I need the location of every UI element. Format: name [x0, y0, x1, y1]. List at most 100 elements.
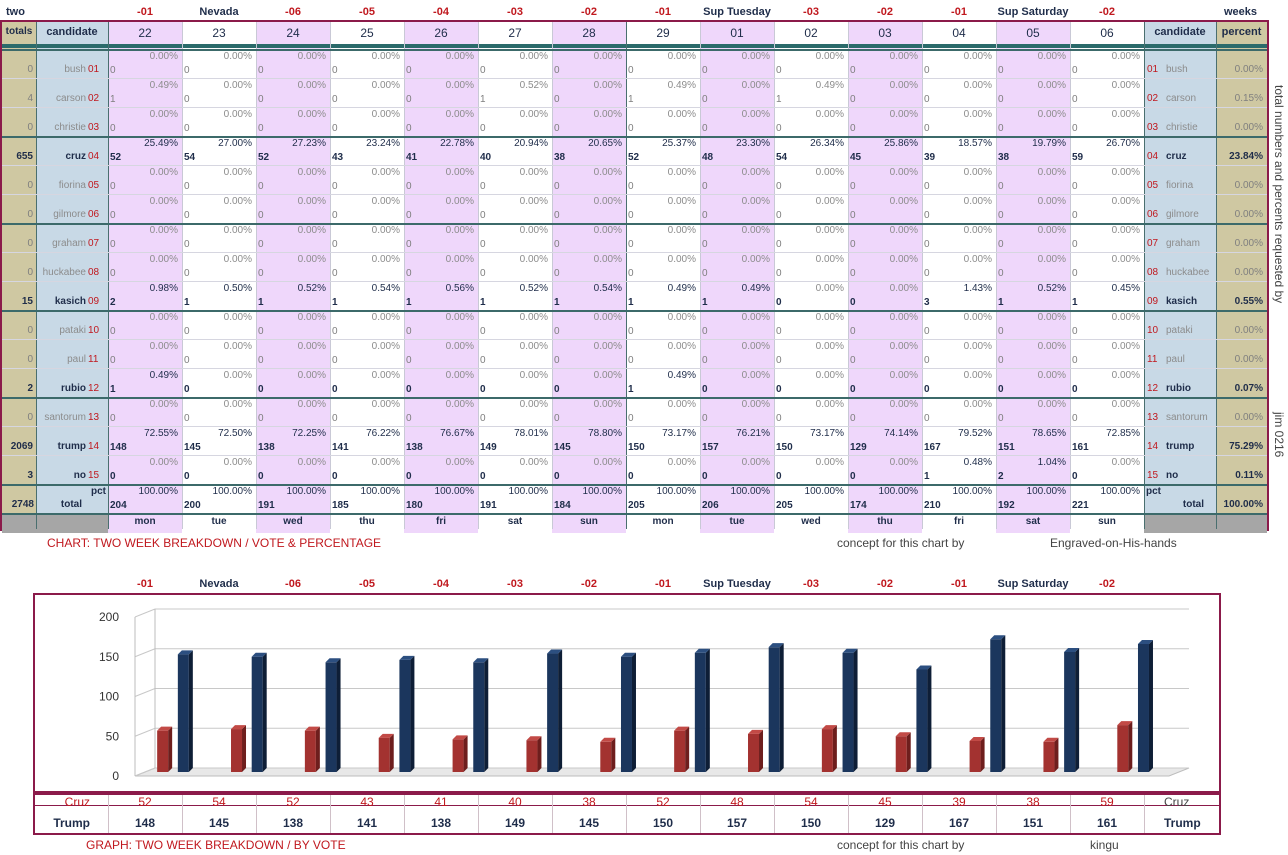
vote-count: 1	[628, 297, 634, 308]
vote-count: 0	[110, 355, 116, 366]
vote-percent: 0.00%	[815, 457, 844, 468]
trump-value: 157	[726, 816, 748, 830]
weekday-label: fri	[954, 516, 964, 527]
header-date: 22	[138, 26, 152, 40]
bar-cruz	[895, 736, 907, 772]
grid-hline	[2, 78, 1267, 79]
header-candidate: candidate	[46, 26, 98, 38]
vote-percent: 0.00%	[815, 167, 844, 178]
row-total: 2069	[10, 441, 33, 452]
vote-percent: 0.00%	[1111, 80, 1140, 91]
vote-count: 0	[258, 355, 264, 366]
chart-category-label: Sup Tuesday	[703, 578, 771, 590]
vote-count: 0	[110, 268, 116, 279]
vote-percent: 0.00%	[1037, 254, 1066, 265]
percent-column-bg	[1216, 22, 1267, 513]
vote-count: 0	[332, 326, 338, 337]
header-date: 01	[730, 26, 744, 40]
candidate-name: carson	[55, 93, 86, 104]
vote-count: 0	[406, 471, 412, 482]
vote-count: 0	[332, 355, 338, 366]
vote-percent: 0.00%	[1037, 399, 1066, 410]
vote-percent: 0.00%	[445, 225, 474, 236]
vote-count: 0	[554, 65, 560, 76]
value-table-vline	[700, 795, 701, 833]
row-total: 0	[27, 122, 33, 133]
bar-side	[980, 736, 985, 772]
vote-count: 0	[702, 210, 708, 221]
top-day-label: -04	[433, 6, 449, 18]
candidate-name-right: paul	[1166, 354, 1185, 365]
vote-percent: 0.00%	[593, 457, 622, 468]
vote-percent: 0.00%	[371, 167, 400, 178]
trump-value: 148	[134, 816, 156, 830]
grid-hline	[2, 107, 1267, 108]
vote-percent: 0.00%	[741, 196, 770, 207]
vote-count: 0	[776, 297, 782, 308]
vote-count: 0	[628, 268, 634, 279]
chart-category-label: -03	[803, 578, 819, 590]
vote-percent: 0.00%	[963, 51, 992, 62]
day-total: 184	[554, 500, 571, 511]
bar-side	[927, 665, 932, 772]
vote-percent: 0.00%	[223, 341, 252, 352]
vote-percent: 0.54%	[593, 283, 622, 294]
bar-top	[842, 648, 858, 653]
candidate-total-percent: 0.15%	[1234, 93, 1263, 104]
cruz-value: 38	[582, 795, 596, 809]
bar-top	[694, 648, 710, 653]
vote-count: 1	[184, 297, 190, 308]
grid-vline	[848, 22, 849, 529]
header-date: 03	[878, 26, 892, 40]
cruz-value: 52	[138, 795, 152, 809]
candidate-number-right: 12	[1147, 383, 1159, 394]
vote-count: 0	[998, 65, 1004, 76]
candidate-name: pataki	[59, 325, 86, 336]
trump-value: 151	[1022, 816, 1044, 830]
vote-count: 45	[850, 152, 862, 163]
vote-count: 0	[554, 413, 560, 424]
weekday-label: tue	[729, 516, 745, 527]
vote-percent: 0.00%	[371, 51, 400, 62]
vote-percent: 0.00%	[889, 225, 918, 236]
vote-count: 0	[406, 123, 412, 134]
vote-percent: 0.54%	[371, 283, 400, 294]
vote-percent: 0.00%	[593, 109, 622, 120]
vote-percent: 0.00%	[445, 254, 474, 265]
vote-percent: 0.00%	[519, 457, 548, 468]
vote-count: 0	[332, 268, 338, 279]
vote-count: 0	[850, 326, 856, 337]
vote-count: 0	[628, 355, 634, 366]
candidate-total-percent: 23.84%	[1229, 151, 1263, 162]
vote-count: 0	[1072, 384, 1078, 395]
vote-percent: 0.00%	[889, 196, 918, 207]
vote-percent: 0.00%	[741, 254, 770, 265]
row-total: 0	[27, 209, 33, 220]
row-total: 4	[27, 93, 33, 104]
vote-percent: 0.00%	[297, 80, 326, 91]
vote-percent: 0.00%	[889, 167, 918, 178]
vote-count: 0	[184, 384, 190, 395]
candidate-number: 03	[88, 122, 100, 133]
day-total: 180	[406, 500, 423, 511]
vote-count: 0	[628, 65, 634, 76]
vote-percent: 0.00%	[297, 196, 326, 207]
vote-percent: 0.00%	[519, 167, 548, 178]
vote-count: 1	[998, 297, 1004, 308]
vote-percent: 0.00%	[445, 399, 474, 410]
bar-side	[188, 650, 193, 772]
vote-count: 0	[406, 210, 412, 221]
vote-count: 0	[850, 355, 856, 366]
vote-count: 54	[184, 152, 196, 163]
vote-count: 0	[628, 239, 634, 250]
bar-top	[399, 655, 415, 660]
candidate-name: rubio	[61, 383, 86, 394]
vote-percent: 0.00%	[445, 51, 474, 62]
vote-count: 0	[480, 65, 486, 76]
vote-percent: 0.00%	[149, 254, 178, 265]
row-total: 0	[27, 325, 33, 336]
vote-count: 1	[776, 94, 782, 105]
vote-percent: 0.00%	[371, 312, 400, 323]
candidate-name: trump	[57, 441, 86, 452]
side-note: total numbers and percents requested by	[1272, 85, 1286, 304]
